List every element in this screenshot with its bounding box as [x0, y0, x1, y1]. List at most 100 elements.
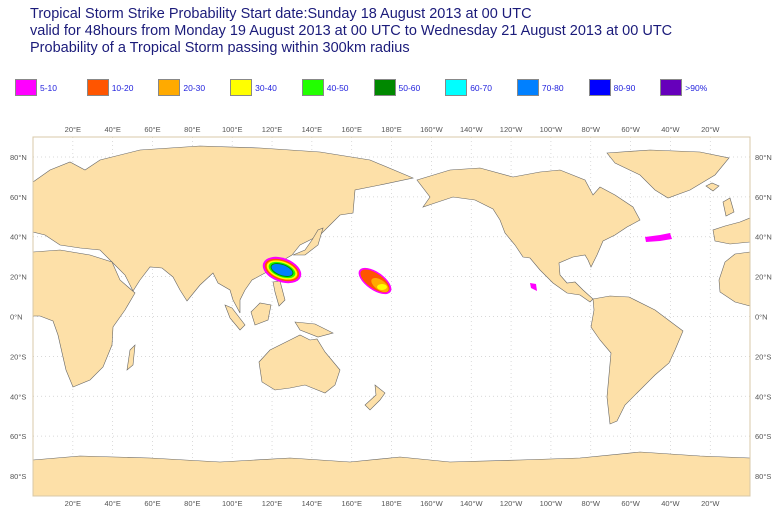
lat-label: 60°S: [10, 432, 26, 441]
lat-label: 80°N: [10, 153, 27, 162]
lon-label: 100°E: [222, 125, 243, 134]
lat-label: 20°S: [755, 352, 771, 361]
lon-label: 180°E: [381, 499, 402, 508]
lon-label: 20°E: [65, 125, 81, 134]
legend-swatch: [15, 79, 37, 96]
lon-label: 40°W: [661, 499, 680, 508]
lat-label: 80°S: [755, 472, 771, 481]
legend-label: 10-20: [111, 82, 134, 93]
iberia-europe-west: [712, 217, 751, 245]
antarctica: [32, 451, 751, 497]
lon-label: 180°E: [381, 125, 402, 134]
legend-swatch: [301, 79, 324, 96]
legend-label: 20-30: [183, 82, 206, 93]
legend-item: 70-80: [516, 79, 564, 96]
axis-labels: 20°E 20°E 40°E 40°E 60°E 60°E 80°E 80°E 100°E 100…: [10, 125, 772, 508]
legend-swatch: [445, 79, 468, 96]
title-line-3: Probability of a Tropical Storm passing …: [30, 40, 410, 56]
lon-label: 140°W: [460, 499, 484, 508]
legend-swatch: [230, 79, 253, 96]
legend-label: 60-70: [470, 82, 492, 93]
legend-item: 30-40: [230, 79, 277, 96]
legend-label: 5-10: [40, 82, 58, 93]
lat-label: 60°N: [10, 193, 27, 202]
legend-swatch: [516, 79, 539, 96]
lon-label: 80°W: [582, 499, 601, 508]
lon-label: 40°E: [105, 125, 121, 134]
legend-label: 30-40: [255, 82, 277, 93]
storm-area-5-10: [645, 233, 672, 242]
legend-item: 60-70: [445, 79, 492, 96]
legend-swatch: [86, 79, 109, 96]
legend-label: >90%: [685, 82, 708, 93]
lat-label: 20°S: [10, 352, 26, 361]
legend-swatch: [158, 79, 181, 96]
probability-legend: 5-10 10-20 20-30 30-40 40-50 50-60 60-70 70-80 8…: [0, 79, 781, 101]
lon-label: 140°E: [302, 125, 323, 134]
new-guinea: [294, 321, 334, 338]
legend-swatch: [373, 79, 396, 96]
lat-label: 80°S: [10, 472, 26, 481]
legend-item: 20-30: [158, 79, 205, 96]
legend-label: 80-90: [613, 82, 636, 93]
lon-label: 160°W: [420, 125, 444, 134]
legend-item: 10-20: [86, 79, 134, 96]
legend-item: 5-10: [15, 79, 57, 96]
legend-label: 70-80: [541, 82, 564, 93]
lon-label: 100°E: [222, 499, 243, 508]
sumatra: [224, 304, 246, 331]
storm-probability-areas: [262, 233, 672, 295]
lon-label: 120°E: [262, 125, 283, 134]
eurasia: [32, 145, 415, 314]
lon-label: 120°W: [500, 499, 524, 508]
lon-label: 160°E: [341, 499, 362, 508]
lon-label: 80°E: [184, 125, 200, 134]
lat-label: 60°N: [755, 193, 772, 202]
legend-swatch: [660, 79, 683, 96]
lon-label: 20°W: [701, 499, 720, 508]
lat-label: 40°N: [755, 233, 772, 242]
iceland: [705, 182, 720, 192]
storm-area-30-40: [377, 284, 387, 290]
legend-item: 50-60: [373, 79, 421, 96]
british-isles: [722, 197, 735, 217]
lat-label: 0°N: [755, 313, 768, 322]
lat-label: 40°S: [755, 392, 771, 401]
lat-label: 20°N: [755, 273, 772, 282]
legend-label: 50-60: [398, 82, 421, 93]
map-frame: [32, 136, 751, 497]
lon-label: 120°W: [500, 125, 524, 134]
legend-label: 40-50: [326, 82, 349, 93]
lat-label: 40°S: [10, 392, 26, 401]
south-america: [590, 295, 684, 425]
lon-label: 160°E: [341, 125, 362, 134]
lon-label: 140°W: [460, 125, 484, 134]
lon-label: 60°E: [144, 499, 160, 508]
lat-label: 60°S: [755, 432, 771, 441]
storm-area-70-80: [271, 263, 293, 277]
north-america: [416, 167, 641, 303]
legend-item: 40-50: [301, 79, 349, 96]
philippines: [272, 280, 286, 307]
lat-label: 40°N: [10, 233, 27, 242]
title-line-2: valid for 48hours from Monday 19 August …: [30, 23, 673, 39]
japan: [292, 227, 324, 256]
storm-area-5-10: [530, 283, 537, 291]
new-zealand: [364, 384, 386, 411]
lon-label: 40°W: [661, 125, 680, 134]
lon-label: 100°W: [540, 125, 564, 134]
lat-label: 80°N: [755, 153, 772, 162]
lon-label: 60°W: [621, 125, 640, 134]
lon-label: 40°E: [105, 499, 121, 508]
legend-item: >90%: [660, 79, 707, 96]
madagascar: [126, 344, 136, 371]
lon-label: 60°W: [621, 499, 640, 508]
lon-label: 120°E: [262, 499, 283, 508]
title-line-1: Tropical Storm Strike Probability Start …: [30, 6, 532, 22]
lon-label: 80°E: [184, 499, 200, 508]
africa-west: [718, 251, 751, 307]
lon-label: 140°E: [302, 499, 323, 508]
africa: [32, 249, 136, 388]
lon-label: 20°W: [701, 125, 720, 134]
